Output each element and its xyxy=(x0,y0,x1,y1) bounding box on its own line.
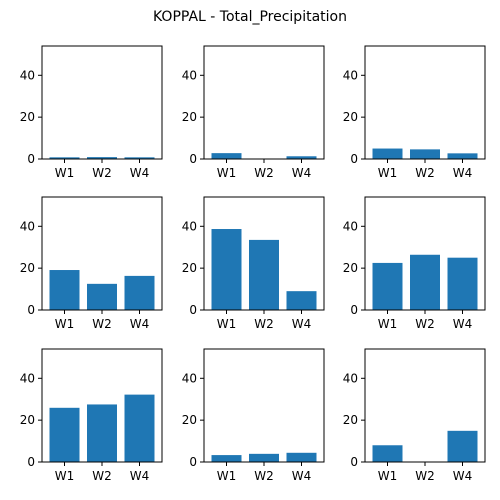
bar-w2 xyxy=(87,157,117,159)
bar-w4 xyxy=(447,153,478,159)
bar-w4 xyxy=(286,452,317,462)
x-tick-label: W4 xyxy=(453,317,473,331)
y-tick-label: 0 xyxy=(189,303,197,317)
bar-w1 xyxy=(211,455,242,462)
y-tick-label: 0 xyxy=(189,152,197,166)
bar-w4 xyxy=(286,156,317,159)
bar-w2 xyxy=(249,453,279,462)
y-tick-label: 20 xyxy=(343,261,358,275)
bar-w2 xyxy=(87,283,117,310)
x-tick-label: W2 xyxy=(92,166,112,180)
y-tick-label: 40 xyxy=(343,219,358,233)
bar-w4 xyxy=(286,291,317,310)
x-tick-label: W4 xyxy=(292,469,312,483)
x-tick-label: W4 xyxy=(130,317,150,331)
subplot-5: 0 20 40 W1 W2 W4 xyxy=(182,196,325,331)
y-tick-label: 0 xyxy=(350,152,358,166)
subplot-1: 0 20 40 W1 W2 W4 xyxy=(20,45,163,180)
bar-w1 xyxy=(211,153,242,159)
x-tick-label: W2 xyxy=(415,166,435,180)
x-tick-label: W1 xyxy=(217,166,237,180)
x-tick-label: W2 xyxy=(254,317,274,331)
x-tick-label: W4 xyxy=(292,317,312,331)
bar-w2 xyxy=(410,149,440,159)
subplot-8: 0 20 40 W1 W2 W4 xyxy=(182,348,325,483)
subplot-6: 0 20 40 W1 W2 W4 xyxy=(343,196,486,331)
subplot-9: 0 20 40 W1 W2 W4 xyxy=(343,348,486,483)
subplot-3: 0 20 40 W1 W2 W4 xyxy=(343,45,486,180)
bar-w4 xyxy=(124,157,155,159)
y-tick-label: 40 xyxy=(182,68,197,82)
y-tick-label: 20 xyxy=(20,261,35,275)
y-tick-label: 0 xyxy=(27,303,35,317)
chart-title: KOPPAL - Total_Precipitation xyxy=(153,9,347,25)
x-tick-label: W4 xyxy=(130,469,150,483)
y-tick-label: 40 xyxy=(343,371,358,385)
bar-w4 xyxy=(124,394,155,462)
x-tick-label: W2 xyxy=(92,317,112,331)
subplot-7: 0 20 40 W1 W2 W4 xyxy=(20,348,163,483)
y-tick-label: 20 xyxy=(182,110,197,124)
y-tick-label: 20 xyxy=(343,110,358,124)
axes-frame xyxy=(364,45,486,160)
bar-w1 xyxy=(211,229,242,310)
y-tick-label: 40 xyxy=(20,371,35,385)
bar-w1 xyxy=(372,262,403,310)
y-tick-label: 20 xyxy=(343,413,358,427)
bar-w1 xyxy=(372,445,403,462)
y-tick-label: 40 xyxy=(182,371,197,385)
bar-w1 xyxy=(372,148,403,159)
bar-w4 xyxy=(447,430,478,462)
x-tick-label: W1 xyxy=(378,317,398,331)
y-tick-label: 20 xyxy=(20,413,35,427)
y-tick-label: 20 xyxy=(182,413,197,427)
bar-w2 xyxy=(410,254,440,310)
y-tick-label: 20 xyxy=(20,110,35,124)
bar-w1 xyxy=(49,407,80,462)
x-tick-label: W2 xyxy=(92,469,112,483)
x-tick-label: W1 xyxy=(55,469,75,483)
x-tick-label: W2 xyxy=(415,469,435,483)
x-tick-label: W1 xyxy=(217,469,237,483)
x-tick-label: W1 xyxy=(217,317,237,331)
y-tick-label: 40 xyxy=(182,219,197,233)
y-tick-label: 0 xyxy=(189,455,197,469)
x-tick-label: W1 xyxy=(55,166,75,180)
y-tick-label: 20 xyxy=(182,261,197,275)
x-tick-label: W4 xyxy=(453,469,473,483)
x-tick-label: W4 xyxy=(453,166,473,180)
subplot-2: 0 20 40 W1 W2 W4 xyxy=(182,45,325,180)
axes-frame xyxy=(203,45,325,160)
y-tick-label: 40 xyxy=(20,68,35,82)
x-tick-label: W4 xyxy=(292,166,312,180)
y-tick-label: 0 xyxy=(27,152,35,166)
x-tick-label: W1 xyxy=(378,469,398,483)
bar-w1 xyxy=(49,270,80,310)
bar-w1 xyxy=(49,157,80,159)
subplot-4: 0 20 40 W1 W2 W4 xyxy=(20,196,163,331)
axes-frame xyxy=(203,348,325,463)
x-tick-label: W2 xyxy=(254,469,274,483)
x-tick-label: W2 xyxy=(254,166,274,180)
bar-w2 xyxy=(87,404,117,462)
x-tick-label: W4 xyxy=(130,166,150,180)
y-tick-label: 0 xyxy=(27,455,35,469)
x-tick-label: W1 xyxy=(55,317,75,331)
y-tick-label: 40 xyxy=(20,219,35,233)
x-tick-label: W2 xyxy=(415,317,435,331)
y-tick-label: 0 xyxy=(350,303,358,317)
bar-w4 xyxy=(124,275,155,310)
x-tick-label: W1 xyxy=(378,166,398,180)
y-tick-label: 0 xyxy=(350,455,358,469)
axes-frame xyxy=(41,45,163,160)
bar-w4 xyxy=(447,257,478,310)
y-tick-label: 40 xyxy=(343,68,358,82)
bar-w2 xyxy=(249,239,279,310)
